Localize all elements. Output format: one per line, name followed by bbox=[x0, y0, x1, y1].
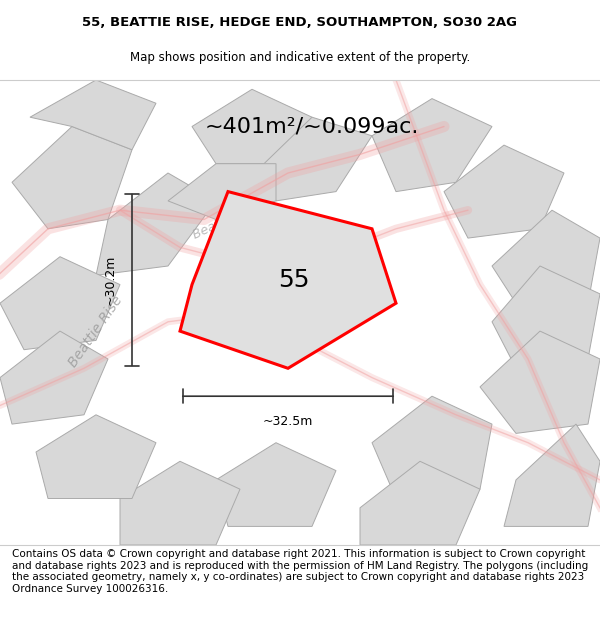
Polygon shape bbox=[504, 424, 600, 526]
Polygon shape bbox=[0, 257, 120, 350]
Polygon shape bbox=[492, 210, 600, 303]
Text: ~401m²/~0.099ac.: ~401m²/~0.099ac. bbox=[205, 116, 419, 136]
Polygon shape bbox=[444, 145, 564, 238]
Polygon shape bbox=[192, 89, 312, 164]
Polygon shape bbox=[180, 192, 396, 368]
Polygon shape bbox=[372, 99, 492, 192]
Polygon shape bbox=[372, 396, 492, 499]
Text: Beattie Rise: Beattie Rise bbox=[67, 293, 125, 369]
Polygon shape bbox=[120, 461, 240, 545]
Polygon shape bbox=[480, 331, 600, 433]
Text: 55: 55 bbox=[278, 268, 310, 292]
Polygon shape bbox=[12, 126, 132, 229]
Text: Beattie Rise: Beattie Rise bbox=[191, 198, 265, 241]
Polygon shape bbox=[96, 173, 216, 275]
Polygon shape bbox=[492, 266, 600, 368]
Text: Contains OS data © Crown copyright and database right 2021. This information is : Contains OS data © Crown copyright and d… bbox=[12, 549, 588, 594]
Text: Map shows position and indicative extent of the property.: Map shows position and indicative extent… bbox=[130, 51, 470, 64]
Polygon shape bbox=[216, 442, 336, 526]
Polygon shape bbox=[264, 118, 372, 201]
Polygon shape bbox=[168, 164, 276, 219]
Text: 55, BEATTIE RISE, HEDGE END, SOUTHAMPTON, SO30 2AG: 55, BEATTIE RISE, HEDGE END, SOUTHAMPTON… bbox=[83, 16, 517, 29]
Polygon shape bbox=[30, 80, 156, 150]
Text: ~30.2m: ~30.2m bbox=[104, 255, 117, 305]
Text: ~32.5m: ~32.5m bbox=[263, 415, 313, 428]
Polygon shape bbox=[360, 461, 480, 545]
Polygon shape bbox=[36, 415, 156, 499]
Polygon shape bbox=[0, 331, 108, 424]
